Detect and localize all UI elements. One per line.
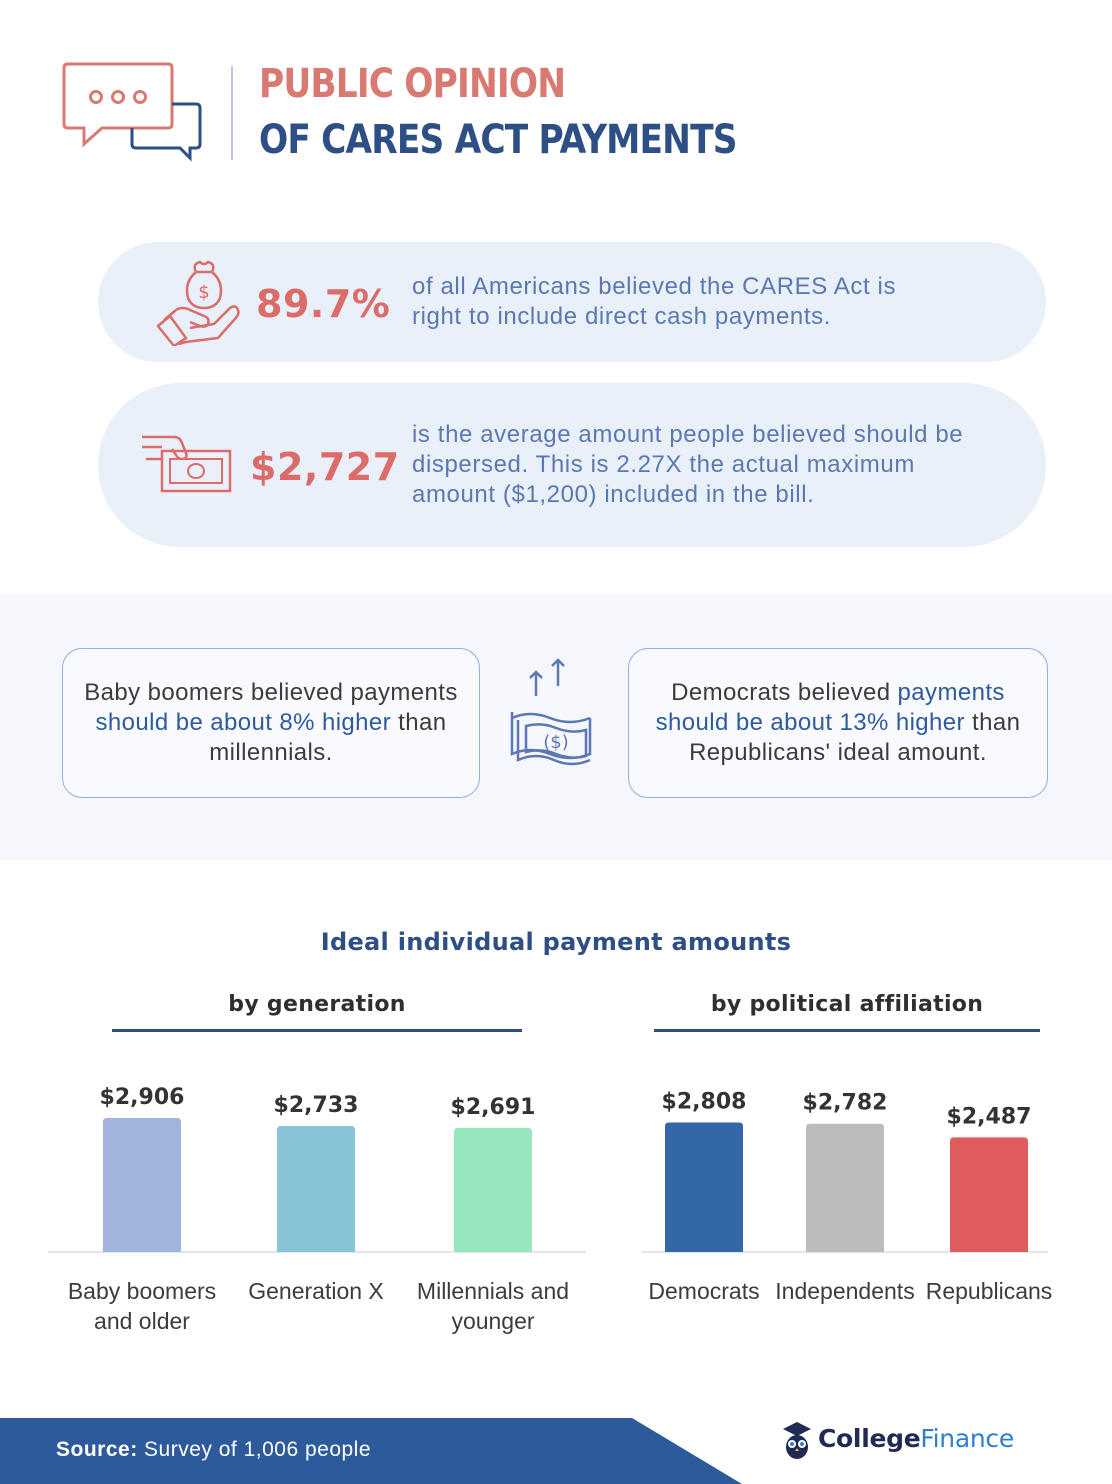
- subtitle-underline: [112, 1029, 522, 1032]
- svg-text:$: $: [198, 282, 209, 303]
- stat-card-average-amount: $2,727 is the average amount people beli…: [98, 383, 1046, 547]
- logo-text: CollegeFinance: [818, 1424, 1014, 1453]
- money-bag-hand-icon: $: [156, 260, 240, 346]
- chart-subtitle-generation: by generation: [228, 992, 406, 1017]
- stat-description-line2: right to include direct cash payments.: [412, 303, 831, 330]
- chart-title: Ideal individual payment amounts: [320, 928, 792, 956]
- comparison-generation: Baby boomers believed payments should be…: [62, 648, 480, 798]
- brand-logo: CollegeFinance: [782, 1420, 1042, 1460]
- chart-bar: [454, 1127, 532, 1252]
- bar-value-label: $2,691: [451, 1095, 536, 1120]
- bar-value-label: $2,487: [947, 1104, 1032, 1129]
- bar-value-label: $2,733: [274, 1093, 359, 1118]
- money-growth-icon: ($): [510, 658, 592, 766]
- chart-subtitle-politics: by political affiliation: [710, 992, 984, 1017]
- comparison-politics: Democrats believed payments should be ab…: [628, 648, 1048, 798]
- category-label: Baby boomers: [68, 1278, 216, 1304]
- stat-description-line1: of all Americans believed the CARES Act …: [412, 273, 897, 300]
- stat-card-cash-support: $ 89.7% of all Americans believed the CA…: [98, 242, 1046, 362]
- category-label: Millennials and: [417, 1278, 569, 1304]
- comparison-text-pre: Baby boomers believed payments: [84, 679, 458, 706]
- category-label: Democrats: [648, 1278, 759, 1304]
- logo-college: College: [818, 1424, 921, 1453]
- chart-bar: [103, 1118, 181, 1252]
- bar-value-label: $2,782: [803, 1091, 888, 1116]
- subtitle-underline: [654, 1029, 1040, 1032]
- comparison-highlight: should be about 8% higher: [95, 709, 392, 736]
- comparison-band: Baby boomers believed payments should be…: [0, 594, 1112, 860]
- header-divider: [231, 66, 233, 160]
- source-note: Source: Survey of 1,006 people: [56, 1438, 371, 1462]
- comparison-text-pre: Democrats believed: [671, 679, 898, 706]
- comparison-generation-text: Baby boomers believed payments should be…: [77, 678, 465, 768]
- category-label: Generation X: [248, 1278, 384, 1304]
- owl-graduate-icon: [783, 1422, 811, 1459]
- comparison-highlight: payments should be about 13% higher: [655, 679, 1005, 736]
- stat-description-line1: is the average amount people believed sh…: [412, 421, 964, 448]
- category-label: Republicans: [926, 1278, 1053, 1304]
- chart-bar: [277, 1125, 355, 1252]
- chat-bubbles-icon: [62, 62, 202, 162]
- stat-description: of all Americans believed the CARES Act …: [412, 272, 896, 332]
- page-title-line1: PUBLIC OPINION: [259, 61, 566, 107]
- stat-value: 89.7%: [256, 282, 391, 326]
- footer-band: [0, 1418, 742, 1484]
- svg-text:($): ($): [543, 732, 569, 753]
- stat-description-line2: dispersed. This is 2.27X the actual maxi…: [412, 451, 915, 478]
- source-label: Source:: [56, 1438, 138, 1461]
- stat-value: $2,727: [250, 445, 400, 489]
- cash-hand-icon: [142, 435, 232, 493]
- bar-value-label: $2,808: [662, 1090, 747, 1115]
- comparison-politics-text: Democrats believed payments should be ab…: [643, 678, 1033, 768]
- comparison-text-post: than Republicans' ideal amount.: [689, 709, 1021, 766]
- chart-bar: [665, 1122, 743, 1252]
- category-label: Independents: [775, 1278, 914, 1304]
- stat-description-line3: amount ($1,200) included in the bill.: [412, 481, 815, 508]
- logo-finance: Finance: [920, 1424, 1014, 1453]
- bar-value-label: $2,906: [100, 1085, 185, 1110]
- category-label: younger: [451, 1308, 534, 1334]
- source-text: Survey of 1,006 people: [144, 1438, 372, 1461]
- stat-description: is the average amount people believed sh…: [412, 420, 963, 510]
- category-label: and older: [94, 1308, 190, 1334]
- bar-charts: $2,906 Baby boomers and older $2,733 Generat…: [48, 1085, 1053, 1334]
- comparison-text-post: than millennials.: [209, 709, 447, 766]
- chart-bar: [950, 1137, 1028, 1252]
- chart-bar: [806, 1123, 884, 1252]
- page-title-line2: OF CARES ACT PAYMENTS: [259, 117, 737, 163]
